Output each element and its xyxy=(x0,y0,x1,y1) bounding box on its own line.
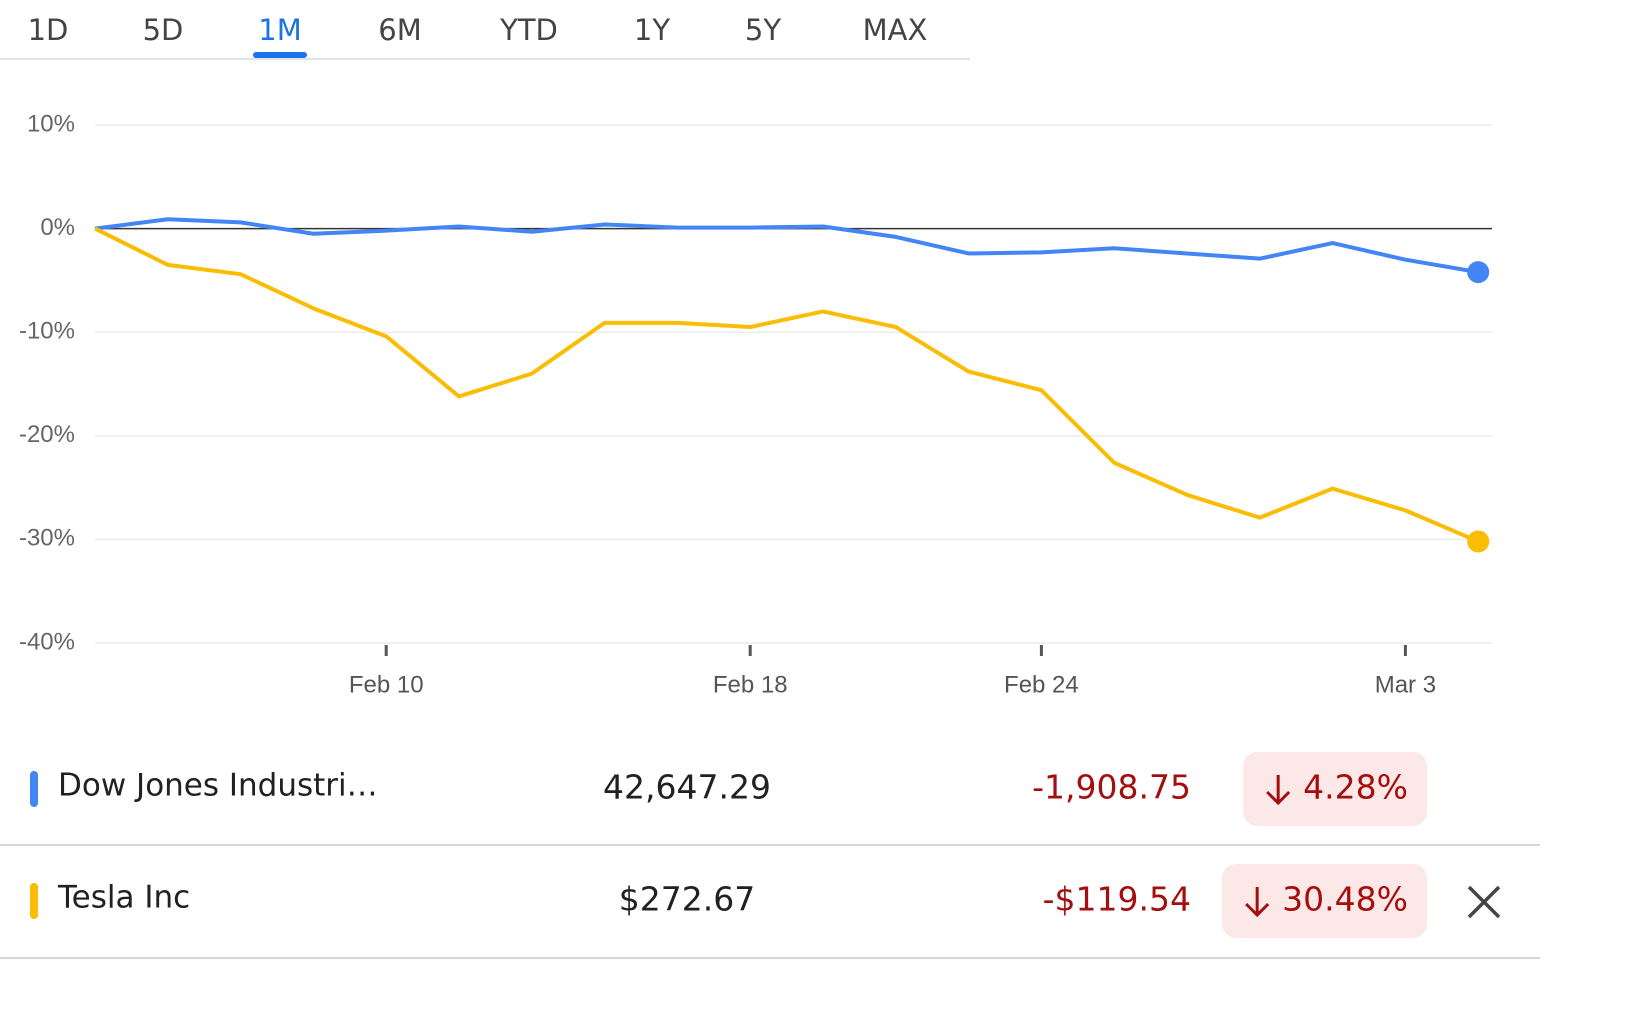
end-dot xyxy=(1467,530,1490,553)
y-tick-label: -20% xyxy=(19,421,75,448)
end-dot xyxy=(1467,261,1490,284)
change-percent-pill: 4.28% xyxy=(1243,752,1427,826)
y-tick-label: 10% xyxy=(27,110,75,137)
x-tick-label: Feb 10 xyxy=(349,671,424,698)
tab[interactable]: MAX xyxy=(863,13,928,47)
y-tick-label: -10% xyxy=(19,318,75,345)
series-line xyxy=(94,226,1479,544)
tab[interactable]: 1D xyxy=(28,13,69,47)
down-arrow xyxy=(1245,887,1270,918)
x-tick-label: Feb 24 xyxy=(1004,671,1079,698)
y-tick-label: -40% xyxy=(19,628,75,655)
row-name: Dow Jones Industri… xyxy=(58,768,378,804)
tab[interactable]: 1M xyxy=(258,13,301,47)
row-price: 42,647.29 xyxy=(603,768,771,807)
down-arrow xyxy=(1266,775,1291,806)
close-button[interactable] xyxy=(1467,885,1501,919)
row-change: -$119.54 xyxy=(1043,880,1191,919)
tab-indicator xyxy=(253,52,307,58)
series-swatch xyxy=(30,883,38,919)
y-tick-label: -30% xyxy=(19,525,75,552)
x-tick-label: Mar 3 xyxy=(1375,671,1436,698)
pill-background xyxy=(1222,864,1427,938)
row-change: -1,908.75 xyxy=(1032,768,1191,807)
row-name: Tesla Inc xyxy=(57,880,190,916)
tab[interactable]: YTD xyxy=(499,13,558,47)
tab[interactable]: 1Y xyxy=(634,13,670,47)
row-price: $272.67 xyxy=(619,880,755,919)
y-tick-label: 0% xyxy=(40,214,75,241)
change-percent-pill: 30.48% xyxy=(1222,864,1427,938)
x-tick-label: Feb 18 xyxy=(713,671,788,698)
tab[interactable]: 5Y xyxy=(745,13,781,47)
series-line xyxy=(94,217,1479,275)
row-change-percent: 30.48% xyxy=(1282,880,1408,919)
row-change-percent: 4.28% xyxy=(1303,768,1408,807)
tab[interactable]: 6M xyxy=(378,13,421,47)
pill-background xyxy=(1243,752,1427,826)
series-swatch xyxy=(30,771,38,807)
tab[interactable]: 5D xyxy=(143,13,184,47)
